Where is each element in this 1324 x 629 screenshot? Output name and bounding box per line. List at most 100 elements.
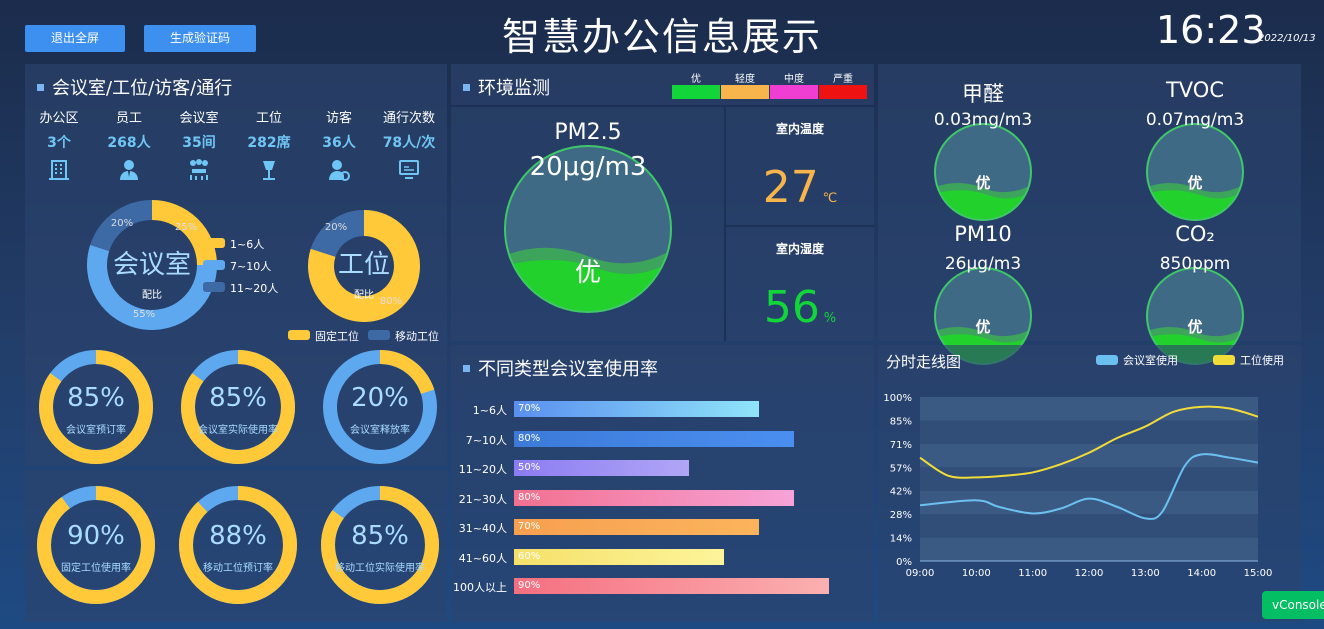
stat-column: 办公区 3个 bbox=[29, 107, 89, 184]
donut-slice bbox=[310, 210, 365, 258]
air-orb bbox=[1146, 123, 1244, 221]
air-quality-panel: 甲醛 0.03mg/m3 优 TVOC 0.07mg/m3 优 PM10 26μg/m3 优 CO… bbox=[878, 64, 1301, 365]
bar-value-label: 50% bbox=[518, 462, 541, 473]
legend-label-fixed-desk: 固定工位 bbox=[315, 330, 359, 343]
ring-value: 88% bbox=[209, 521, 267, 551]
ring-fill bbox=[321, 486, 439, 604]
ring-value: 85% bbox=[67, 383, 125, 413]
generate-captcha-button[interactable]: 生成验证码 bbox=[144, 25, 256, 52]
temperature-unit: ℃ bbox=[822, 191, 838, 206]
desk-donut-label-1: 20% bbox=[324, 222, 348, 233]
env-divider-h1 bbox=[451, 105, 874, 107]
rate-ring bbox=[179, 486, 297, 604]
rate-ring bbox=[323, 350, 437, 464]
desk-donut-sub: 配比 bbox=[354, 290, 374, 301]
room-rate-panel: 不同类型会议室使用率 1~6人 70% 7~10人 80% 11~20人 50% 21~30… bbox=[451, 345, 874, 622]
x-tick-label: 10:00 bbox=[962, 568, 991, 579]
room-ratio-donut bbox=[87, 200, 217, 330]
legend-label-11-20: 11~20人 bbox=[230, 282, 279, 295]
bar bbox=[514, 460, 689, 476]
humidity-label: 室内湿度 bbox=[775, 242, 824, 256]
room-donut-sub: 配比 bbox=[142, 290, 162, 301]
employee-icon bbox=[99, 158, 159, 184]
rate-ring bbox=[37, 486, 155, 604]
ring-label: 会议室实际使用率 bbox=[198, 425, 278, 436]
y-tick-label: 100% bbox=[883, 393, 912, 404]
desk-usage-panel: 90% 固定工位使用率 88% 移动工位预订率 85% 移动工位实际使用率 bbox=[25, 470, 447, 622]
y-tick-label: 71% bbox=[890, 440, 912, 451]
legend-swatch-desk-usage bbox=[1213, 355, 1235, 365]
ring-fill bbox=[181, 350, 295, 464]
bar bbox=[514, 578, 829, 594]
bar bbox=[514, 430, 794, 447]
bar-category-label: 100人以上 bbox=[453, 581, 507, 594]
env-divider-v bbox=[724, 106, 726, 341]
air-value: 0.03mg/m3 bbox=[933, 110, 1033, 130]
legend-swatch-room-usage bbox=[1096, 355, 1118, 365]
bar bbox=[514, 489, 794, 506]
legend-swatch-1-6 bbox=[203, 238, 225, 248]
pm25-value: 20μg/m3 bbox=[529, 152, 647, 182]
x-tick-label: 09:00 bbox=[906, 568, 935, 579]
air-orb bbox=[934, 123, 1032, 221]
grid-band bbox=[920, 514, 1258, 538]
desk-donut-label-2: 80% bbox=[379, 296, 403, 307]
grid-band bbox=[920, 420, 1258, 444]
orb-border bbox=[504, 145, 672, 313]
clock-date: 2022/10/13 bbox=[1258, 33, 1316, 44]
room-rate-title: 不同类型会议室使用率 bbox=[463, 355, 658, 381]
series-line bbox=[919, 405, 1259, 479]
environment-title: 环境监测 bbox=[463, 74, 550, 100]
ring-value: 85% bbox=[351, 521, 409, 551]
donut-slice bbox=[151, 200, 217, 266]
level-label: 轻度 bbox=[735, 74, 755, 85]
stat-value: 35间 bbox=[182, 135, 216, 151]
y-tick-label: 28% bbox=[890, 510, 912, 521]
timeline-title: 分时走线图 bbox=[886, 353, 962, 371]
ring-value: 90% bbox=[67, 521, 125, 551]
ring-value: 20% bbox=[351, 383, 409, 413]
air-value: 0.07mg/m3 bbox=[1145, 110, 1245, 130]
donut-slice bbox=[87, 244, 217, 330]
bar-category-label: 11~20人 bbox=[458, 463, 507, 476]
orb-border bbox=[1146, 123, 1244, 221]
legend-swatch-7-10 bbox=[203, 260, 225, 270]
bar-value-label: 70% bbox=[518, 403, 541, 414]
rate-ring bbox=[39, 350, 153, 464]
air-value: 26μg/m3 bbox=[944, 254, 1022, 274]
vconsole-button[interactable]: vConsole bbox=[1262, 591, 1324, 619]
legend-label-7-10: 7~10人 bbox=[230, 260, 272, 273]
level-label: 中度 bbox=[784, 74, 804, 85]
humidity-value: 56 bbox=[763, 282, 820, 333]
building-icon bbox=[29, 158, 89, 184]
x-tick-label: 15:00 bbox=[1244, 568, 1273, 579]
visitor-icon bbox=[309, 158, 369, 184]
level-label: 优 bbox=[691, 74, 701, 85]
legend-label-room-usage: 会议室使用 bbox=[1123, 354, 1178, 367]
stat-label: 工位 bbox=[255, 111, 282, 126]
room-donut-label-2: 20% bbox=[110, 218, 134, 229]
humidity-unit: % bbox=[823, 311, 837, 326]
series-line bbox=[919, 453, 1259, 520]
exit-fullscreen-button[interactable]: 退出全屏 bbox=[25, 25, 125, 52]
page-title: 智慧办公信息展示 bbox=[501, 15, 822, 59]
desk-lamp-icon bbox=[239, 158, 299, 184]
y-tick-label: 57% bbox=[890, 463, 912, 474]
y-tick-label: 0% bbox=[896, 557, 912, 568]
pm25-name: PM2.5 bbox=[554, 120, 622, 145]
grid-band bbox=[920, 443, 1258, 468]
stat-label: 办公区 bbox=[39, 111, 79, 126]
temperature-label: 室内温度 bbox=[775, 122, 824, 136]
room-donut-center: 会议室 bbox=[112, 250, 191, 280]
bar-value-label: 80% bbox=[518, 491, 541, 503]
grid-band bbox=[920, 490, 1258, 515]
level-swatch bbox=[672, 85, 720, 99]
grid-band bbox=[920, 537, 1258, 561]
pm25-orb bbox=[504, 145, 672, 313]
temperature-reading: 27 ℃ bbox=[726, 162, 874, 213]
air-grade: 优 bbox=[975, 318, 991, 336]
ring-fill bbox=[37, 486, 155, 604]
bar-category-label: 31~40人 bbox=[458, 522, 507, 535]
y-tick-label: 42% bbox=[890, 487, 912, 498]
x-tick-label: 11:00 bbox=[1018, 568, 1047, 579]
